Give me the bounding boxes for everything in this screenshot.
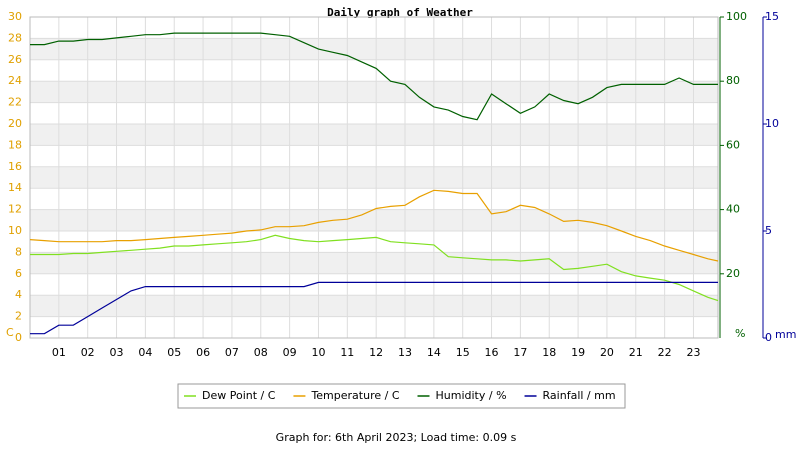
y-tick-label: 16 <box>8 160 22 173</box>
legend-box <box>177 383 626 409</box>
x-tick-label: 22 <box>658 346 672 359</box>
y-tick-label: 20 <box>8 117 22 130</box>
x-tick-label: 04 <box>138 346 152 359</box>
footer: Graph for: 6th April 2023; Load time: 0.… <box>276 431 517 444</box>
legend-label: Rainfall / mm <box>543 389 616 402</box>
y3-tick-label: 15 <box>765 10 779 23</box>
x-tick-label: 09 <box>283 346 297 359</box>
x-tick-label: 20 <box>600 346 614 359</box>
x-tick-label: 05 <box>167 346 181 359</box>
y-tick-label: 28 <box>8 31 22 44</box>
x-tick-label: 10 <box>311 346 325 359</box>
band <box>30 124 718 146</box>
x-tick-label: 02 <box>81 346 95 359</box>
y-axis-label: C <box>6 326 14 339</box>
y-tick-label: 14 <box>8 181 22 194</box>
x-tick-label: 08 <box>254 346 268 359</box>
y2-tick-label: 20 <box>726 267 740 280</box>
band <box>30 166 718 189</box>
x-tick-label: 01 <box>52 346 66 359</box>
x-tick-label: 23 <box>686 346 700 359</box>
x-tick-label: 16 <box>485 346 499 359</box>
y3-axis-label: mm <box>775 328 796 341</box>
plot-frame <box>29 16 719 339</box>
x-tick-label: 15 <box>456 346 470 359</box>
y-tick-label: 2 <box>15 310 22 323</box>
x-tick-label: 14 <box>427 346 441 359</box>
y2-tick-label: 100 <box>726 10 747 23</box>
x-tick-label: 13 <box>398 346 412 359</box>
series-line <box>30 234 719 302</box>
y3-tick-label: 0 <box>765 331 772 344</box>
x-tick-label: 12 <box>369 346 383 359</box>
x-tick-label: 06 <box>196 346 210 359</box>
x-tick-label: 21 <box>629 346 643 359</box>
y-tick-label: 22 <box>8 96 22 109</box>
y2-tick-label: 60 <box>726 138 740 151</box>
x-tick-label: 03 <box>110 346 124 359</box>
y-tick-label: 24 <box>8 74 22 87</box>
band <box>30 295 718 317</box>
y-tick-label: 8 <box>15 245 22 258</box>
chart-title: Daily graph of Weather <box>327 6 473 19</box>
y-tick-label: 12 <box>8 203 22 216</box>
y-tick-label: 0 <box>15 331 22 344</box>
series-line <box>30 32 718 121</box>
band <box>30 81 718 103</box>
y2-axis-label: % <box>735 327 745 340</box>
band <box>30 252 718 274</box>
legend-label: Temperature / C <box>310 389 399 402</box>
y-tick-label: 4 <box>15 288 22 301</box>
band <box>30 209 718 231</box>
x-tick-label: 07 <box>225 346 239 359</box>
x-tick-label: 17 <box>513 346 527 359</box>
x-tick-label: 18 <box>542 346 556 359</box>
y-tick-label: 26 <box>8 53 22 66</box>
x-tick-label: 11 <box>340 346 354 359</box>
band <box>30 38 718 60</box>
y-tick-label: 6 <box>15 267 22 280</box>
series-line <box>29 189 719 262</box>
legend-label: Humidity / % <box>436 389 507 402</box>
y-tick-label: 18 <box>8 138 22 151</box>
y2-tick-label: 40 <box>726 203 740 216</box>
y-tick-label: 30 <box>8 10 22 23</box>
x-tick-label: 19 <box>571 346 585 359</box>
series-line <box>30 281 718 335</box>
legend-label: Dew Point / C <box>202 389 276 402</box>
y2-tick-label: 80 <box>726 74 740 87</box>
y-tick-label: 10 <box>8 224 22 237</box>
y3-tick-label: 5 <box>765 224 772 237</box>
y3-tick-label: 10 <box>765 117 779 130</box>
